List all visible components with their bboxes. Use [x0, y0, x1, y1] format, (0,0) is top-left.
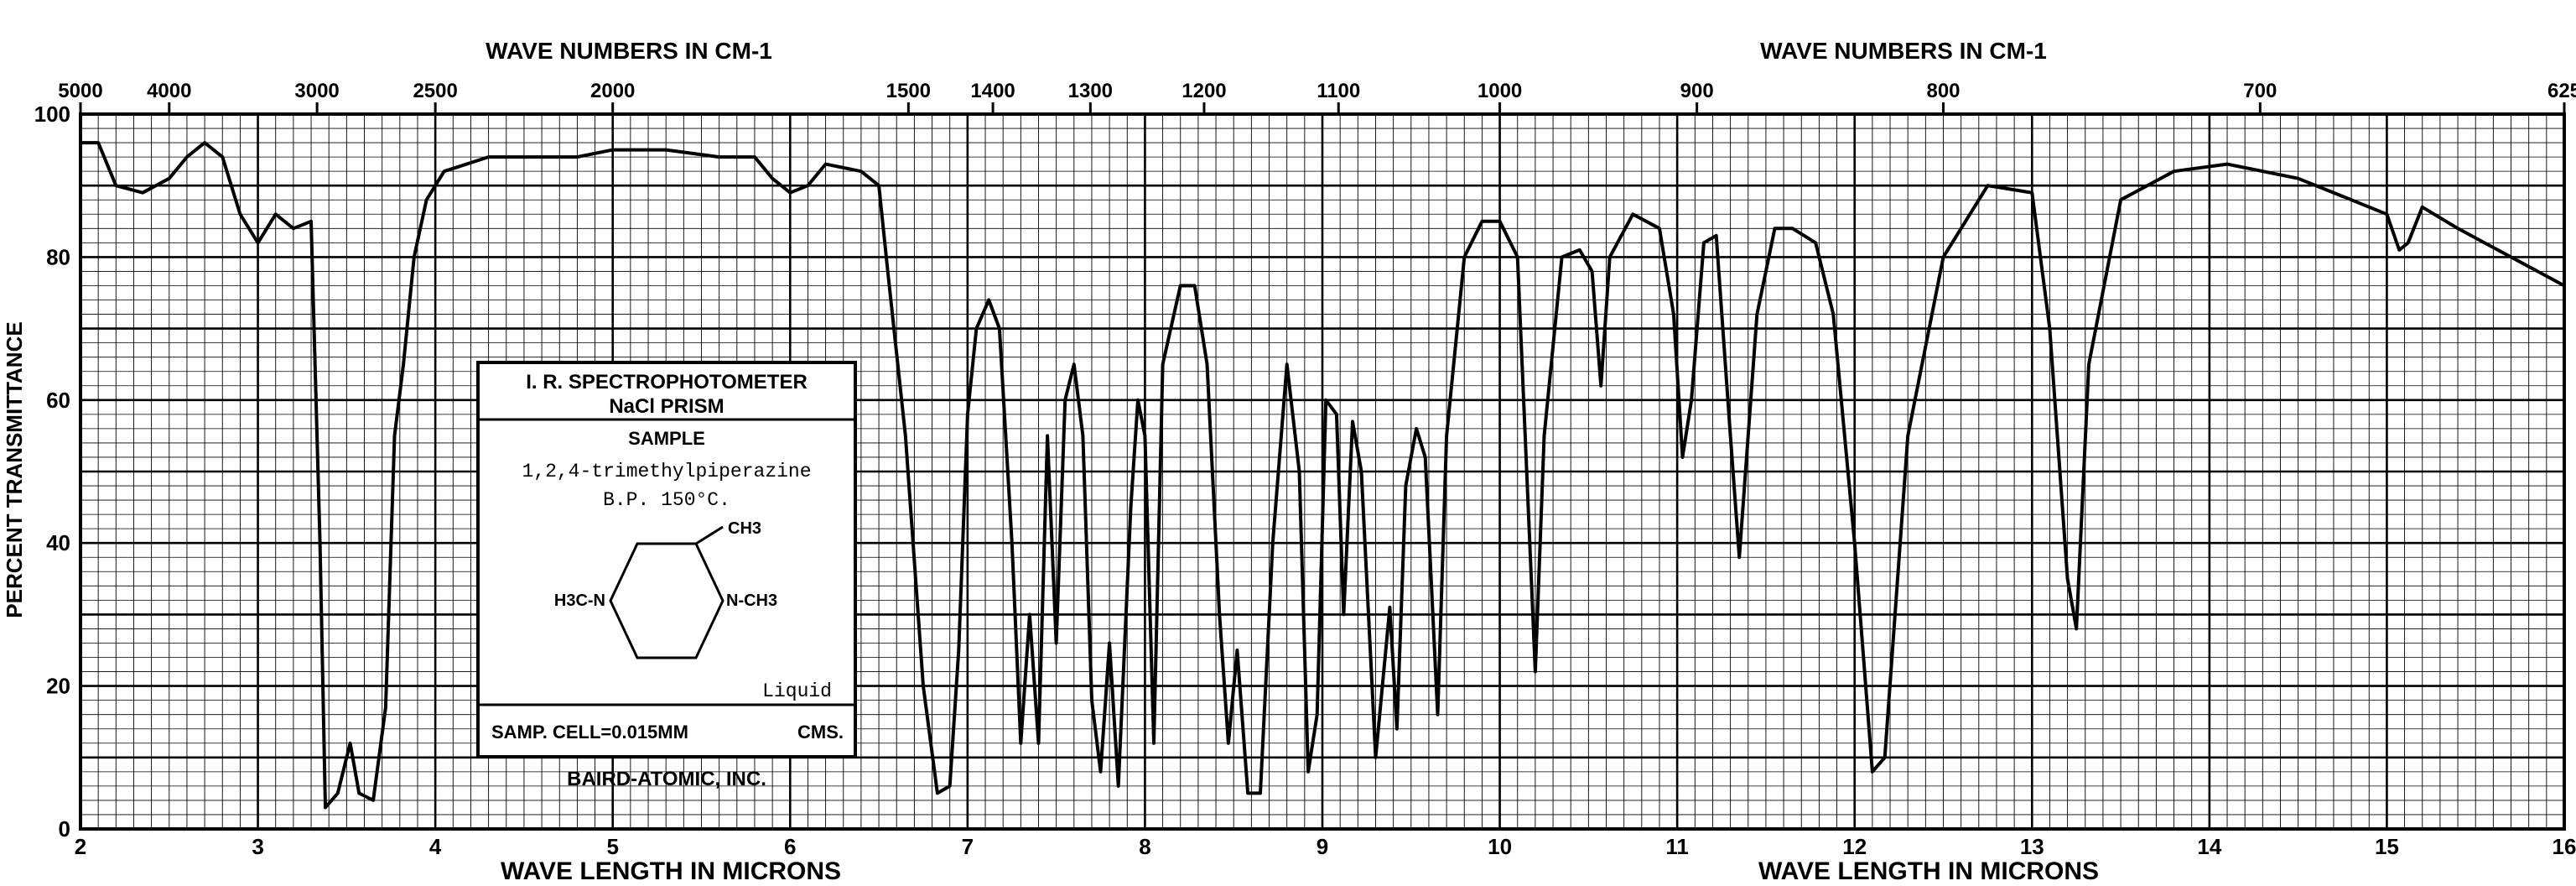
structure-methyl-top: CH3	[728, 519, 761, 538]
info-box-title: I. R. SPECTROPHOTOMETER	[526, 371, 808, 393]
x-tick-label: 8	[1139, 834, 1150, 859]
y-tick-label: 0	[59, 816, 70, 842]
y-tick-label: 40	[46, 530, 70, 555]
top-tick-label: 1100	[1317, 80, 1360, 102]
x-tick-label: 4	[429, 834, 442, 859]
x-tick-label: 6	[784, 834, 796, 859]
info-box-sample-label: SAMPLE	[628, 428, 705, 449]
info-box-cell: SAMP. CELL=0.015MM	[491, 722, 688, 743]
top-axis-title-left: WAVE NUMBERS IN CM-1	[486, 38, 772, 64]
x-tick-label: 14	[2197, 834, 2221, 859]
top-tick-label: 2000	[590, 80, 635, 102]
methyl-bond	[695, 525, 724, 545]
x-tick-label: 13	[2020, 834, 2044, 859]
top-tick-label: 1500	[886, 80, 931, 102]
top-tick-label: 5000	[58, 80, 102, 102]
piperazine-structure	[609, 525, 724, 659]
top-tick-label: 4000	[147, 80, 191, 102]
top-tick-label: 1200	[1182, 80, 1226, 102]
axes	[79, 112, 2566, 831]
structure-left-group: H3C-N	[554, 592, 605, 610]
top-tick-label: 3000	[294, 80, 339, 102]
y-tick-label: 100	[34, 102, 70, 127]
top-tick-label: 700	[2243, 80, 2277, 102]
x-tick-label: 2	[75, 834, 86, 859]
series-layer	[80, 141, 2565, 810]
plot-frame	[79, 112, 2566, 831]
top-tick-label: 900	[1680, 80, 1714, 102]
structure-right-group: N-CH3	[726, 592, 777, 610]
top-axis-title-right: WAVE NUMBERS IN CM-1	[1760, 38, 2047, 64]
x-tick-label: 11	[1665, 834, 1689, 859]
spectrum-line	[80, 141, 2565, 810]
x-axis-title-right: WAVE LENGTH IN MICRONS	[1758, 857, 2099, 885]
y-tick-label: 80	[46, 244, 70, 269]
y-tick-label: 60	[46, 388, 70, 413]
top-tick-label: 1300	[1068, 80, 1113, 102]
top-tick-label: 2500	[413, 80, 457, 102]
top-tick-label: 800	[1926, 80, 1960, 102]
x-tick-label: 9	[1317, 834, 1328, 859]
x-tick-label: 16	[2553, 834, 2576, 859]
info-box-sample-name: 1,2,4-trimethylpiperazine	[522, 461, 811, 482]
info-box-boiling-point: B.P. 150°C.	[603, 489, 730, 511]
top-tick-label: 1400	[970, 80, 1015, 102]
x-tick-label: 15	[2375, 834, 2399, 859]
info-box-maker: BAIRD-ATOMIC, INC.	[567, 768, 766, 790]
x-tick-label: 5	[606, 834, 618, 859]
info-box-cell-unit: CMS.	[797, 722, 844, 743]
top-tick-label: 625	[2547, 80, 2576, 102]
x-tick-label: 10	[1488, 834, 1512, 859]
x-axis-title-left: WAVE LENGTH IN MICRONS	[501, 857, 841, 885]
info-box: I. R. SPECTROPHOTOMETER NaCl PRISM SAMPL…	[476, 361, 857, 790]
x-tick-label: 3	[252, 834, 263, 859]
info-box-state: Liquid	[762, 680, 832, 702]
x-tick-label: 7	[962, 834, 974, 859]
y-tick-label: 20	[46, 674, 70, 699]
top-tick-label: 1000	[1478, 80, 1522, 102]
info-box-prism: NaCl PRISM	[609, 395, 724, 418]
y-axis-title: PERCENT TRANSMITTANCE	[2, 321, 27, 618]
x-tick-label: 12	[1842, 834, 1867, 859]
